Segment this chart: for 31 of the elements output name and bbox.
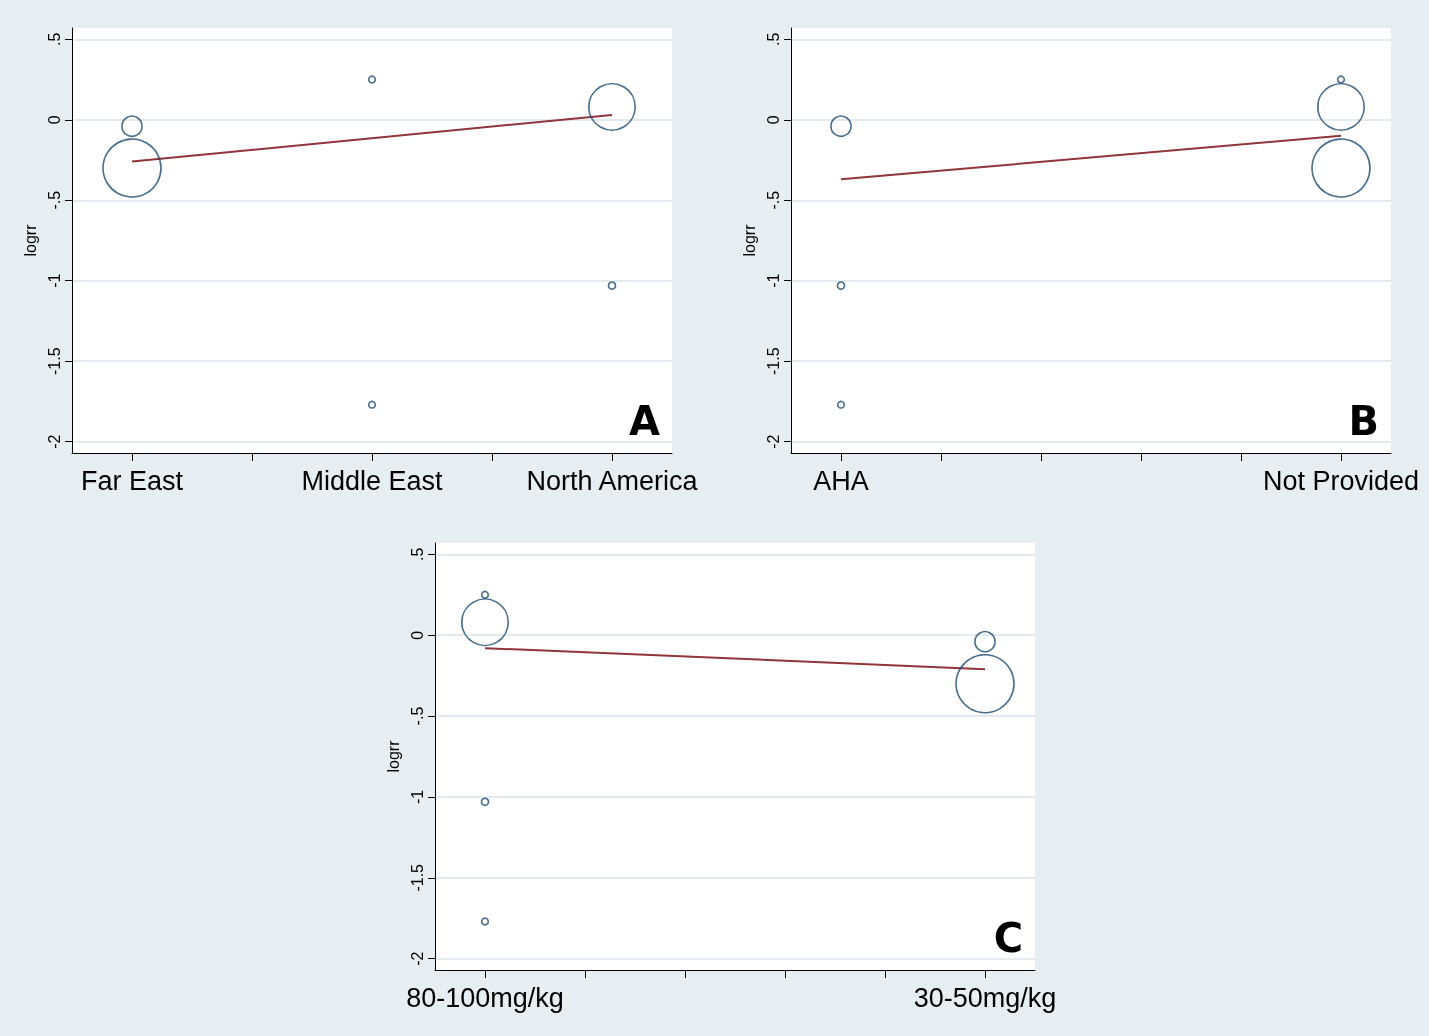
y-axis-title: logrr — [384, 739, 402, 773]
y-tick-label: -1 — [408, 789, 426, 805]
y-tick-label: -1.5 — [408, 863, 426, 892]
y-tick-label: 0 — [408, 630, 426, 640]
y-tick-label: -2 — [45, 434, 63, 449]
y-tick-label: -.5 — [764, 190, 782, 210]
y-axis-title: logrr — [21, 223, 39, 257]
y-tick-label: -.5 — [408, 706, 426, 726]
y-tick-label: .5 — [45, 32, 63, 46]
annotation: B — [1348, 398, 1380, 444]
y-tick-label: -.5 — [45, 190, 63, 210]
y-tick-label: 0 — [45, 115, 63, 125]
y-tick-label: -1 — [45, 273, 63, 288]
x-tick-label: 30-50mg/kg — [913, 982, 1057, 1013]
y-tick-label: -2 — [408, 951, 426, 966]
y-tick-label: -1.5 — [45, 347, 63, 376]
annotation: A — [629, 398, 661, 444]
y-tick-label: .5 — [408, 547, 426, 561]
x-tick-label: Middle East — [301, 465, 444, 496]
y-tick-label: -1.5 — [764, 347, 782, 376]
x-tick-label: Far East — [80, 465, 184, 496]
y-tick-label: -1 — [764, 273, 782, 288]
y-tick-label: .5 — [764, 32, 782, 46]
x-tick-label: 80-100mg/kg — [406, 982, 564, 1013]
y-axis-title: logrr — [740, 223, 758, 257]
x-tick-label: North America — [526, 465, 699, 496]
annotation: C — [993, 915, 1023, 961]
y-tick-label: 0 — [764, 115, 782, 125]
y-tick-label: -2 — [764, 434, 782, 449]
x-tick-label: Not Provided — [1262, 465, 1420, 496]
x-tick-label: AHA — [813, 465, 869, 496]
